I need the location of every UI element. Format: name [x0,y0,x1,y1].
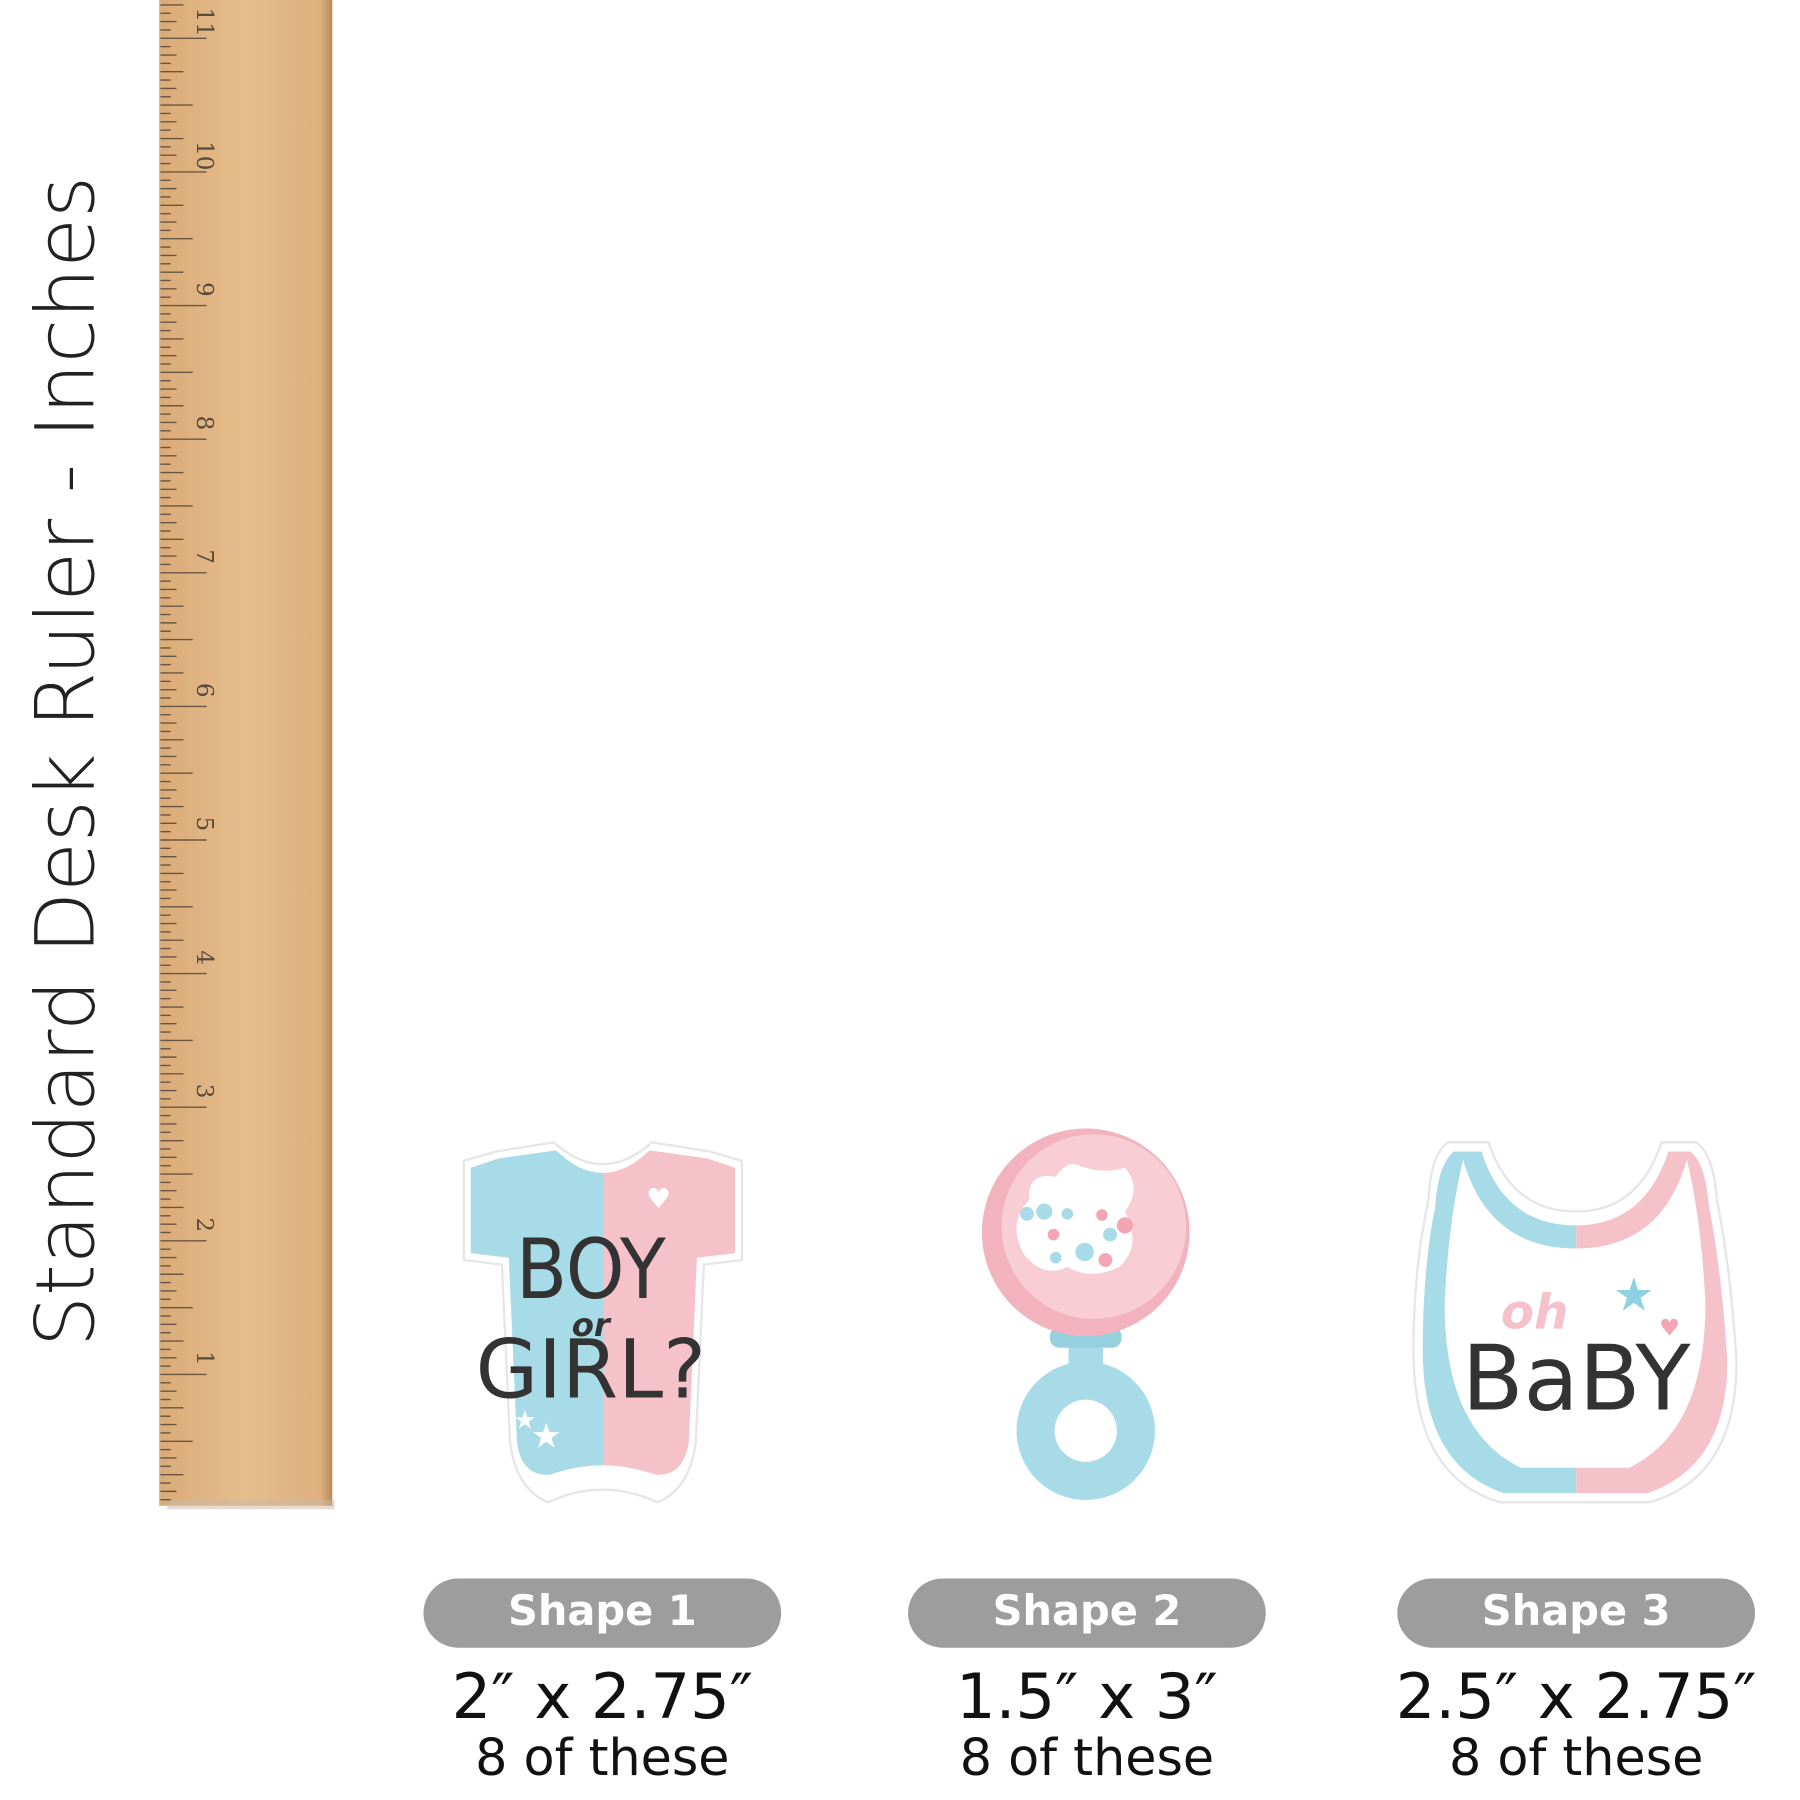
art-text: or [572,1306,612,1344]
art-text: GIRL? [476,1323,706,1417]
ruler: 1 2 3 4 5 6 7 8 9 10 11 [159,0,335,1510]
star: ★ [513,1405,536,1435]
heart: ♥ [646,1182,671,1215]
ruler-body [159,0,333,1506]
shape-pill [423,1578,782,1648]
shape-size: 2.5″ x 2.75″ [1396,1660,1757,1733]
onesie-illustration: BOY or GIRL? ★ ★ ♥ [462,1141,744,1504]
art-text: BOY [516,1221,666,1318]
ruler-number: 7 [191,549,217,564]
star: ★ [531,1417,562,1457]
shape-label: Shape 1 [508,1586,697,1635]
shape-pill [1397,1578,1755,1648]
shape-count: 8 of these [960,1728,1214,1787]
ruler-number: 6 [191,683,217,698]
ruler-number: 4 [191,950,217,965]
ruler-number: 11 [191,7,217,36]
art-text: BaBY [1462,1327,1692,1432]
shape-label: Shape 3 [1482,1586,1671,1635]
ruler-number: 9 [191,282,217,297]
ruler-number: 1 [191,1351,217,1366]
shape-count: 8 of these [1449,1728,1703,1787]
heart: ♥ [1659,1316,1680,1342]
ruler-shadow [167,1500,335,1510]
ruler-number: 8 [191,416,217,431]
ruler-label: Standard Desk Ruler - Inches [20,176,114,1347]
art-text: oh [1501,1284,1569,1340]
shape-size: 1.5″ x 3″ [956,1660,1218,1733]
shape-count: 8 of these [475,1728,729,1787]
shape-label: Shape 2 [993,1586,1182,1635]
star: ★ [1613,1268,1654,1322]
ruler-number: 2 [191,1217,217,1232]
ruler-number: 5 [191,817,217,832]
ruler-number: 3 [191,1084,217,1099]
shape-size: 2″ x 2.75″ [452,1660,753,1733]
ruler-number: 10 [191,141,217,170]
rattle-illustration [981,1128,1190,1500]
bib-illustration: oh BaBY ★ ♥ [1412,1141,1738,1504]
shape-pill [908,1578,1266,1648]
